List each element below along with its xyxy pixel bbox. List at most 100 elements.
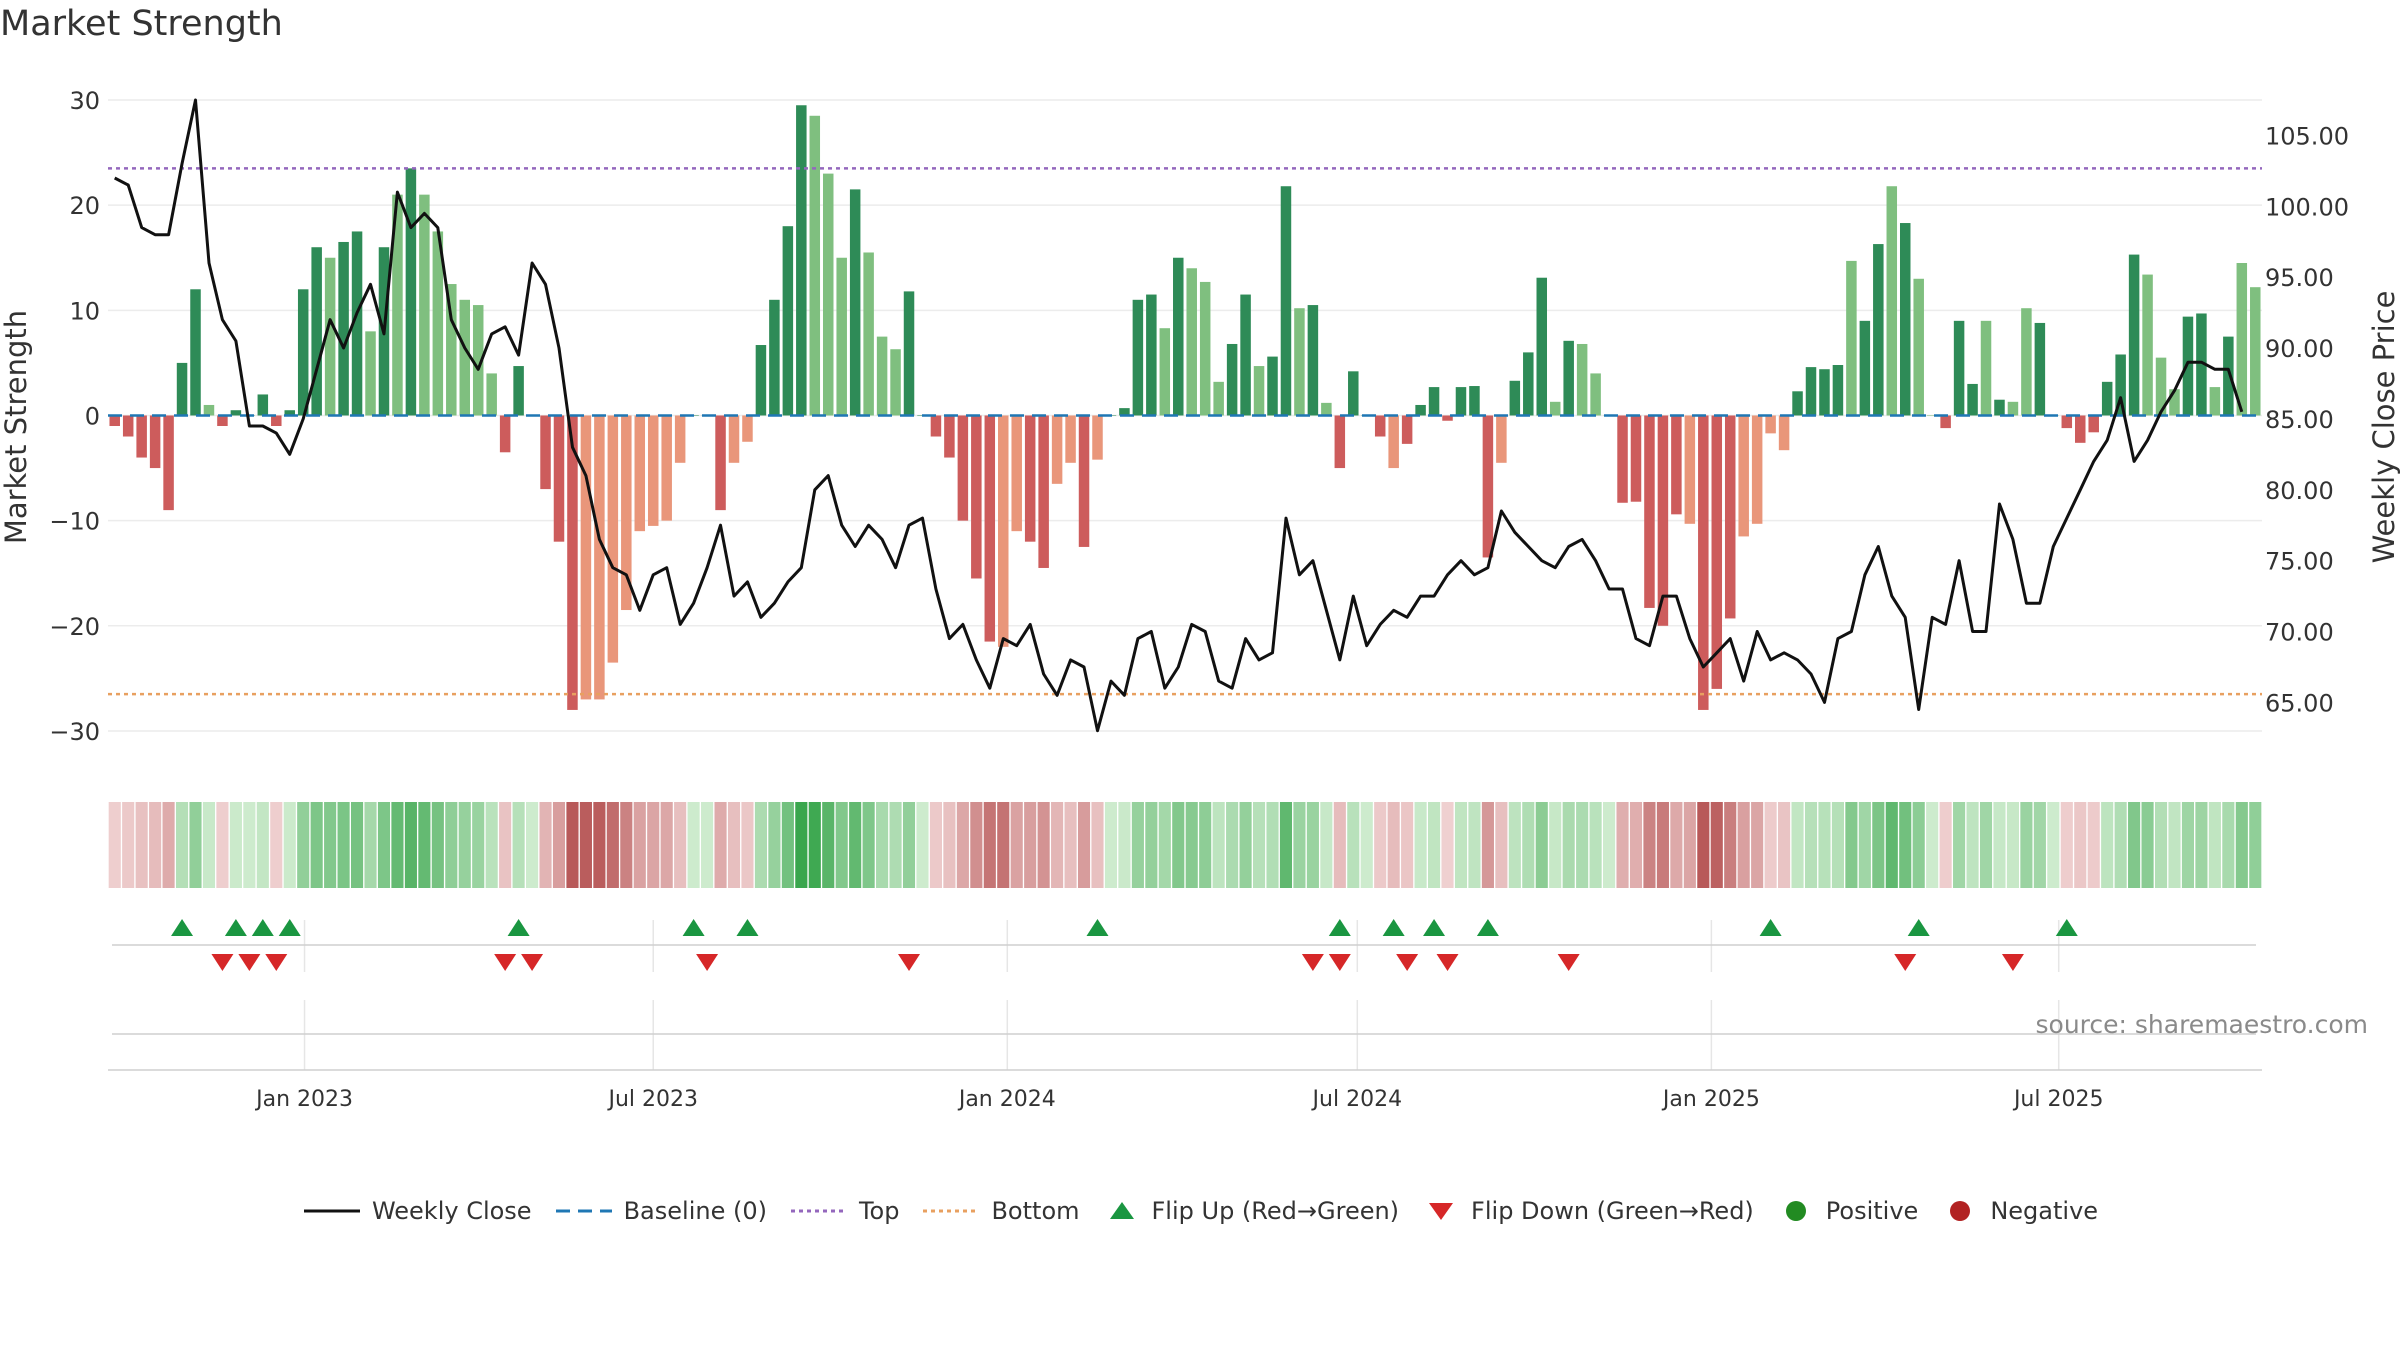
strength-bar — [1428, 387, 1440, 416]
flip-down-marker — [1894, 954, 1917, 971]
heat-cell — [175, 802, 189, 888]
heat-cell — [1589, 802, 1602, 888]
heat-cell — [189, 802, 202, 888]
heat-cell — [956, 802, 969, 888]
strength-bar — [782, 226, 794, 416]
flip-up-marker — [682, 919, 705, 936]
heat-cell — [2047, 802, 2060, 888]
strength-bar — [957, 415, 969, 521]
gridlines — [108, 99, 2262, 1071]
heat-cell — [1441, 802, 1454, 888]
heat-cell — [1374, 802, 1387, 888]
heat-cell — [714, 802, 727, 888]
heat-cell — [660, 802, 673, 888]
flip-up-marker — [171, 919, 194, 936]
heat-cell — [458, 802, 471, 888]
strength-bar — [2250, 287, 2261, 416]
heat-cell — [1454, 802, 1468, 888]
strength-bar — [930, 415, 942, 437]
heat-cell — [310, 802, 323, 888]
strength-bar — [1496, 415, 1507, 463]
legend-negative-label: Negative — [1990, 1197, 2099, 1225]
strength-bar — [594, 415, 605, 700]
heat-cell — [808, 802, 821, 888]
legend-bottom-label: Bottom — [991, 1197, 1080, 1225]
circle-red-icon — [1950, 1201, 1971, 1221]
strength-bar — [1926, 415, 1938, 416]
heat-cell — [835, 802, 848, 888]
strength-bar — [1374, 415, 1386, 437]
strength-bar — [1132, 299, 1144, 416]
strength-bar — [540, 415, 551, 490]
heat-cell — [391, 802, 404, 888]
heat-cell — [1320, 802, 1333, 888]
strength-bar — [472, 305, 484, 416]
heat-cell — [1549, 802, 1562, 888]
heat-cell — [1993, 802, 2006, 888]
heat-cell — [674, 802, 687, 888]
legend-dot-swatch — [923, 1209, 980, 1213]
heat-cell — [1387, 802, 1400, 888]
strength-bar — [1980, 320, 1992, 416]
strength-bar — [1657, 415, 1669, 626]
heat-cell — [754, 802, 767, 888]
heat-cell — [983, 802, 996, 888]
heat-cell — [1818, 802, 1831, 888]
heat-cell — [1670, 802, 1683, 888]
heat-cell — [431, 802, 444, 888]
flip-down-marker — [238, 954, 261, 971]
strength-bar — [1159, 328, 1171, 416]
y-tick-label: −20 — [49, 613, 100, 641]
heat-cell — [1576, 802, 1589, 888]
heat-cell — [647, 802, 660, 888]
heat-cell — [1966, 802, 1979, 888]
heat-cell — [1656, 802, 1669, 888]
strength-bar — [1401, 415, 1413, 444]
heat-cell — [1953, 802, 1966, 888]
strength-heat-strip — [108, 802, 2262, 888]
heat-cell — [1051, 802, 1064, 888]
strength-bar — [1711, 415, 1723, 689]
strength-bar — [1536, 277, 1548, 416]
x-tick-label: Jan 2024 — [957, 1087, 1056, 1112]
y-tick-label: 10 — [69, 297, 100, 325]
strength-bar — [1563, 340, 1574, 416]
strength-bar — [2169, 389, 2180, 416]
strength-bar — [1065, 415, 1076, 463]
flip-down-marker — [1328, 954, 1351, 971]
heat-cell — [1643, 802, 1656, 888]
strength-bar — [365, 331, 376, 416]
heat-cell — [620, 802, 633, 888]
strength-bar — [567, 415, 578, 710]
strength-bar — [1832, 365, 1844, 416]
heat-cell — [1010, 802, 1023, 888]
heat-cell — [256, 802, 269, 888]
heat-cell — [1872, 802, 1885, 888]
heat-cell — [1912, 802, 1925, 888]
flip-up-marker — [1382, 919, 1405, 936]
strength-bar — [1024, 415, 1036, 542]
strength-bar — [2021, 308, 2032, 416]
legend-positive: Positive — [1776, 1197, 1918, 1225]
strength-bar — [1846, 260, 1857, 416]
y-tick-label: 30 — [69, 87, 100, 115]
heat-cell — [1926, 802, 1939, 888]
strength-bar — [311, 247, 322, 416]
strength-bar — [1011, 415, 1022, 532]
strength-bar — [876, 336, 888, 416]
heat-cell — [1979, 802, 1993, 888]
flip-down-marker — [265, 954, 288, 971]
strength-bar — [1792, 391, 1803, 416]
strength-bar — [217, 415, 228, 426]
heat-cell — [2006, 802, 2020, 888]
strength-bar — [1953, 320, 1965, 416]
strength-bar — [1442, 415, 1453, 421]
heat-cell — [1535, 802, 1548, 888]
heat-cell — [162, 802, 175, 888]
strength-bar — [2223, 336, 2234, 416]
y2-tick-label: 100.00 — [2265, 193, 2349, 221]
heat-cell — [1629, 802, 1643, 888]
x-tick-label: Jan 2025 — [1661, 1087, 1760, 1112]
strength-bar — [1805, 367, 1817, 416]
y2-tick-label: 80.00 — [2265, 477, 2334, 505]
